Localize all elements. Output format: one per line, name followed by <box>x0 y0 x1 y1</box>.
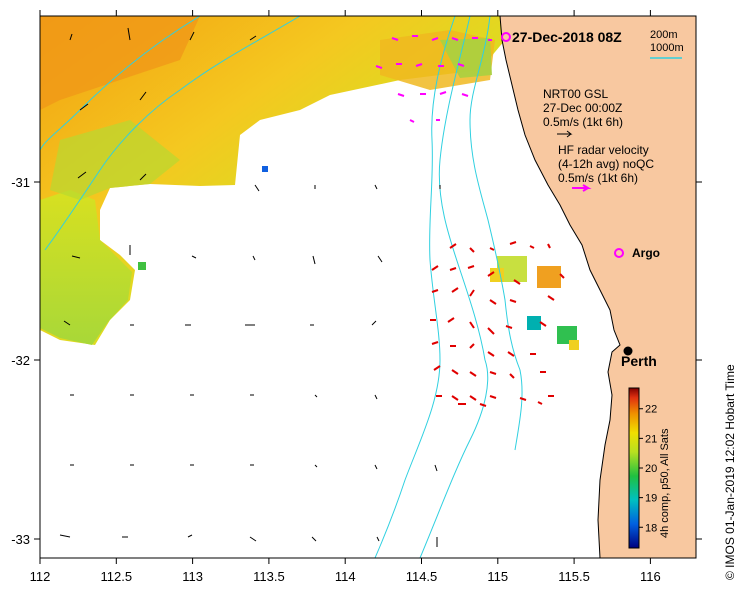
sst-coverage <box>40 16 579 350</box>
argo-float-icon <box>614 248 624 258</box>
colorbar-title: 4h comp, p50, All Sats <box>659 428 671 538</box>
city-label: Perth <box>621 353 657 369</box>
land-mass <box>499 16 696 558</box>
plot-frame <box>39 15 697 559</box>
y-tick-label: -31 <box>11 175 30 190</box>
hf-scale: 0.5m/s (1kt 6h) <box>558 171 638 185</box>
depth-1000-label: 1000m <box>650 42 684 54</box>
colorbar-tick-label: 20 <box>645 463 657 475</box>
isobath-contours <box>40 16 523 558</box>
hf-sub: (4-12h avg) noQC <box>558 157 654 171</box>
colorbar-gradient <box>628 387 640 549</box>
argo-label: Argo <box>632 246 660 260</box>
date-marker-icon <box>501 32 511 42</box>
gsl-scale-arrow-icon <box>557 130 573 138</box>
colorbar-tick-label: 21 <box>645 433 657 445</box>
x-tick-label: 113.5 <box>253 569 285 584</box>
side-credit: © IMOS 01-Jan-2019 12:02 Hobart Time <box>723 364 737 580</box>
x-tick-labels: 112 112.5 113 113.5 114 114.5 115 115.5 … <box>30 569 661 584</box>
x-tick-label: 114 <box>335 569 356 584</box>
x-tick-label: 115.5 <box>558 569 590 584</box>
gsl-title: NRT00 GSL <box>543 87 608 101</box>
colorbar-tick-label: 19 <box>645 493 657 505</box>
gsl-velocity-arrows <box>59 27 441 547</box>
gsl-scale: 0.5m/s (1kt 6h) <box>543 115 623 129</box>
gsl-time: 27-Dec 00:00Z <box>543 101 622 115</box>
hf-scale-arrow-icon <box>572 184 592 192</box>
hf-radar-arrows-north <box>375 35 492 123</box>
argo-marker: Argo <box>614 246 660 260</box>
gsl-legend: NRT00 GSL 27-Dec 00:00Z 0.5m/s (1kt 6h) <box>543 87 623 138</box>
colorbar-ticks: 18 19 20 21 22 <box>639 404 657 534</box>
hf-radar-arrows <box>430 241 565 407</box>
y-tick-label: -33 <box>11 532 30 547</box>
depth-200-label: 200m <box>650 29 678 41</box>
date-label-group: 27-Dec-2018 08Z <box>501 29 622 45</box>
y-tick-labels: -31 -32 -33 <box>11 175 30 547</box>
hf-title: HF radar velocity <box>558 143 649 157</box>
x-tick-label: 116 <box>640 569 661 584</box>
city-dot-icon <box>623 346 633 356</box>
city-marker: Perth <box>621 346 657 369</box>
date-label: 27-Dec-2018 08Z <box>512 29 622 45</box>
colorbar-tick-label: 22 <box>645 404 657 416</box>
x-tick-label: 112 <box>30 569 51 584</box>
hf-legend: HF radar velocity (4-12h avg) noQC 0.5m/… <box>558 143 654 192</box>
x-tick-label: 112.5 <box>101 569 133 584</box>
x-tick-label: 115 <box>487 569 508 584</box>
axis-ticks <box>34 10 702 564</box>
y-tick-label: -32 <box>11 353 30 368</box>
colorbar: 18 19 20 21 22 4h comp, p50, All Sats <box>628 387 671 549</box>
colorbar-tick-label: 18 <box>645 522 657 534</box>
x-tick-label: 114.5 <box>406 569 438 584</box>
x-tick-label: 113 <box>182 569 203 584</box>
